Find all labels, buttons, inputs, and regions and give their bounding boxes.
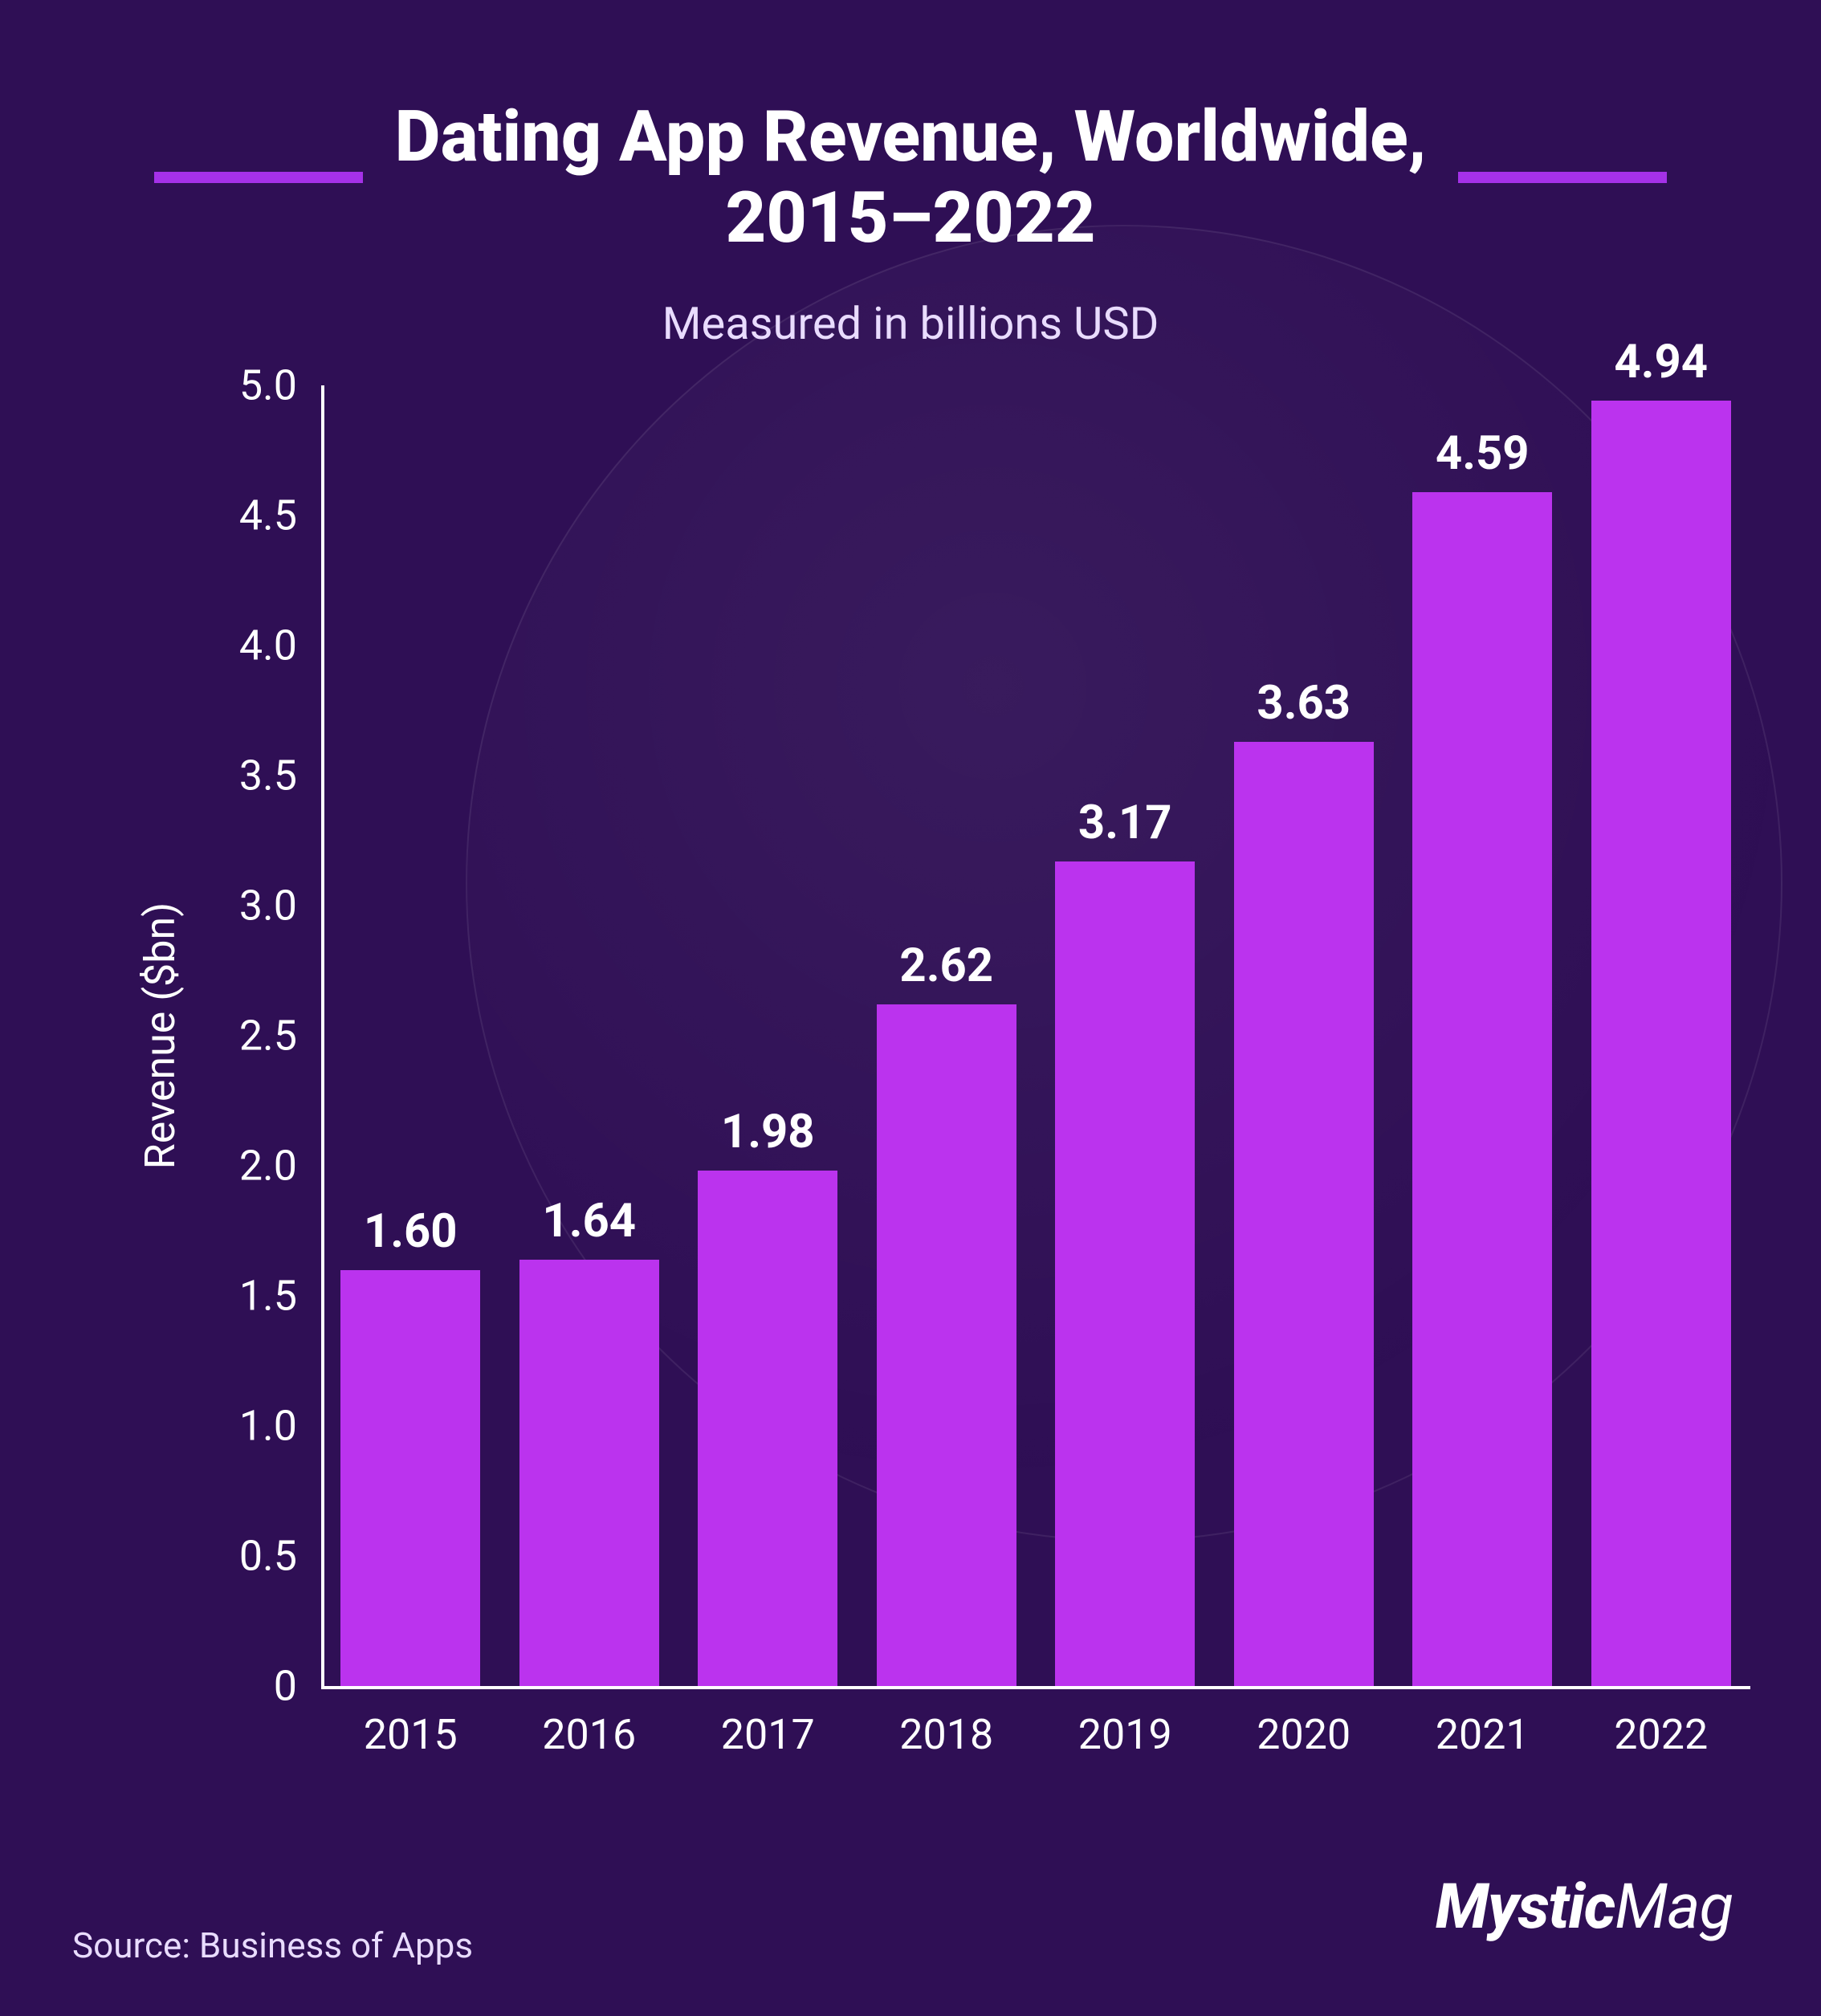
x-tick: 2017: [721, 1710, 815, 1759]
brand-logo: MysticMag: [1436, 1871, 1733, 1944]
bar: [1234, 742, 1374, 1686]
bar: [877, 1004, 1016, 1686]
y-tick: 3.5: [225, 751, 297, 800]
bar-value-label: 2.62: [899, 939, 993, 993]
y-axis-line: [321, 385, 324, 1686]
x-tick: 2022: [1614, 1710, 1708, 1759]
brand-bold: Mystic: [1436, 1871, 1615, 1944]
y-tick: 4.5: [225, 491, 297, 540]
bar-value-label: 1.98: [721, 1105, 815, 1159]
x-tick: 2021: [1436, 1710, 1530, 1759]
x-tick: 2015: [364, 1710, 458, 1759]
bar: [1055, 861, 1195, 1686]
y-tick: 2.0: [225, 1142, 297, 1191]
y-axis-label: Revenue ($bn): [136, 902, 185, 1170]
infographic-card: Dating App Revenue, Worldwide, 2015–2022…: [0, 0, 1821, 2016]
title-row: Dating App Revenue, Worldwide, 2015–2022: [0, 96, 1821, 259]
y-tick: 3.0: [225, 882, 297, 931]
bar-chart: Revenue ($bn) 00.51.01.52.02.53.03.54.04…: [225, 385, 1750, 1782]
y-tick: 2.5: [225, 1012, 297, 1061]
x-tick: 2018: [899, 1710, 993, 1759]
y-tick: 1.0: [225, 1402, 297, 1451]
x-axis-line: [321, 1686, 1750, 1689]
y-tick: 4.0: [225, 621, 297, 670]
x-tick: 2016: [542, 1710, 636, 1759]
bar-value-label: 3.17: [1078, 796, 1172, 850]
chart-title: Dating App Revenue, Worldwide, 2015–2022: [395, 96, 1427, 259]
bar-value-label: 1.64: [542, 1194, 636, 1248]
brand-light: Mag: [1615, 1871, 1733, 1944]
x-tick: 2020: [1257, 1710, 1350, 1759]
bar: [519, 1260, 659, 1686]
bar: [698, 1171, 837, 1686]
bar: [1591, 401, 1731, 1686]
bar-value-label: 3.63: [1257, 676, 1350, 731]
bar-value-label: 4.94: [1614, 335, 1708, 389]
y-tick: 0.5: [225, 1532, 297, 1581]
x-tick: 2019: [1078, 1710, 1172, 1759]
title-rule-right: [1458, 172, 1667, 183]
y-tick: 5.0: [225, 361, 297, 410]
y-tick: 1.5: [225, 1272, 297, 1321]
bar-value-label: 1.60: [364, 1204, 458, 1259]
chart-subtitle: Measured in billions USD: [0, 297, 1821, 350]
bar-value-label: 4.59: [1436, 426, 1530, 481]
title-rule-left: [154, 172, 363, 183]
y-tick: 0: [225, 1662, 297, 1711]
bar: [1412, 492, 1552, 1686]
source-attribution: Source: Business of Apps: [72, 1924, 473, 1966]
bar: [340, 1270, 480, 1686]
